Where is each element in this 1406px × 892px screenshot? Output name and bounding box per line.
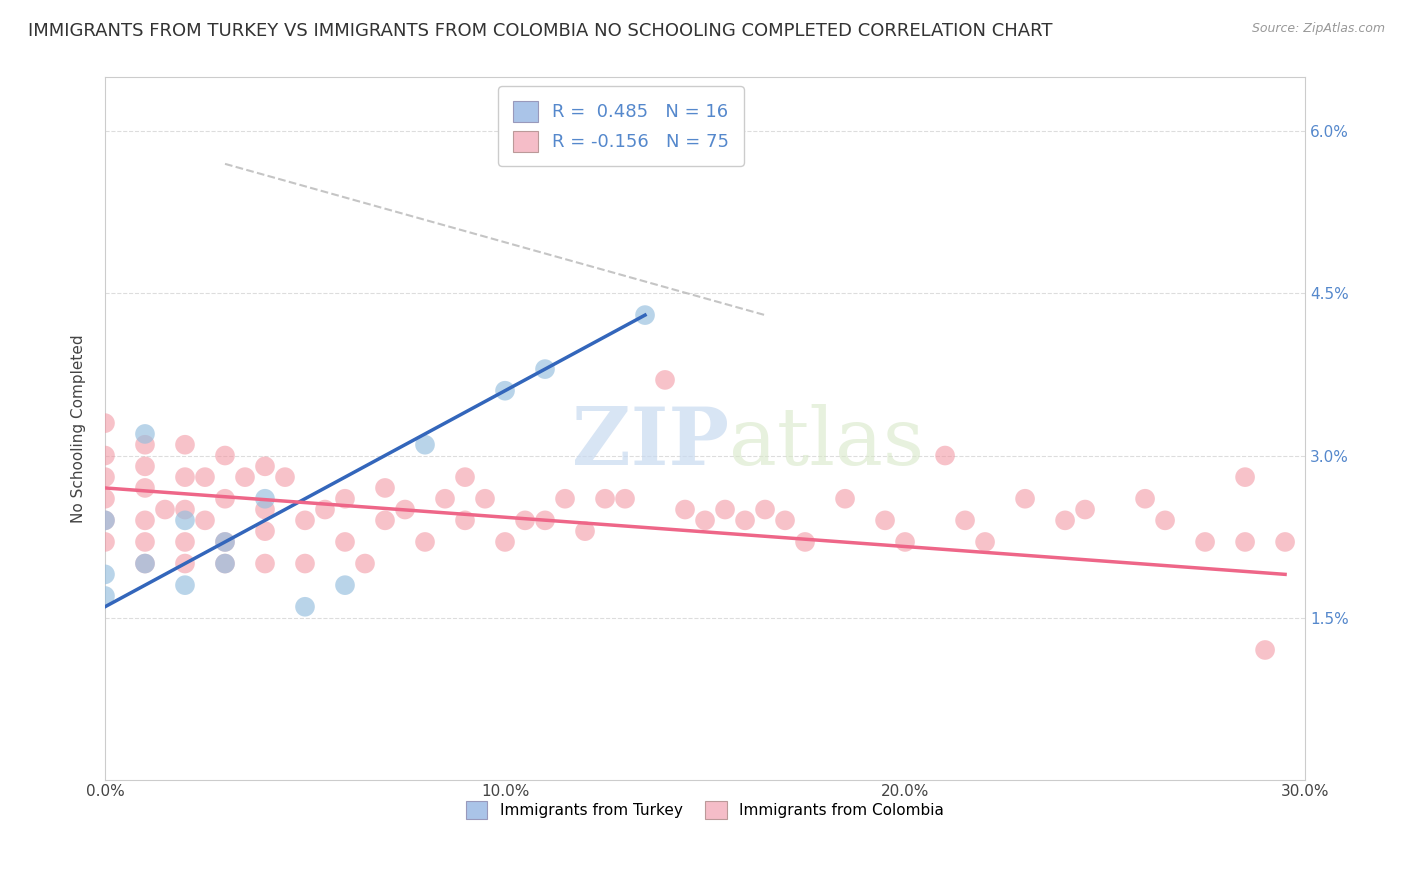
Text: Source: ZipAtlas.com: Source: ZipAtlas.com — [1251, 22, 1385, 36]
Point — [174, 470, 197, 484]
Point — [194, 470, 217, 484]
Legend: Immigrants from Turkey, Immigrants from Colombia: Immigrants from Turkey, Immigrants from … — [460, 795, 950, 824]
Point — [413, 438, 436, 452]
Point — [174, 513, 197, 527]
Point — [253, 557, 276, 571]
Point — [574, 524, 596, 538]
Point — [873, 513, 896, 527]
Point — [294, 599, 316, 614]
Point — [274, 470, 297, 484]
Point — [174, 578, 197, 592]
Point — [94, 567, 117, 582]
Point — [253, 502, 276, 516]
Point — [454, 513, 477, 527]
Point — [1154, 513, 1177, 527]
Point — [294, 513, 316, 527]
Point — [94, 416, 117, 430]
Point — [134, 557, 156, 571]
Point — [94, 449, 117, 463]
Point — [974, 535, 997, 549]
Point — [314, 502, 336, 516]
Point — [94, 513, 117, 527]
Point — [134, 513, 156, 527]
Point — [214, 535, 236, 549]
Point — [794, 535, 817, 549]
Point — [374, 481, 396, 495]
Text: IMMIGRANTS FROM TURKEY VS IMMIGRANTS FROM COLOMBIA NO SCHOOLING COMPLETED CORREL: IMMIGRANTS FROM TURKEY VS IMMIGRANTS FRO… — [28, 22, 1053, 40]
Point — [333, 491, 356, 506]
Point — [214, 557, 236, 571]
Point — [294, 557, 316, 571]
Point — [253, 491, 276, 506]
Point — [894, 535, 917, 549]
Point — [773, 513, 796, 527]
Point — [413, 535, 436, 549]
Point — [673, 502, 696, 516]
Point — [1254, 643, 1277, 657]
Point — [454, 470, 477, 484]
Point — [1194, 535, 1216, 549]
Point — [734, 513, 756, 527]
Point — [714, 502, 737, 516]
Point — [434, 491, 457, 506]
Point — [153, 502, 176, 516]
Point — [494, 535, 516, 549]
Point — [834, 491, 856, 506]
Point — [693, 513, 716, 527]
Point — [953, 513, 976, 527]
Point — [1274, 535, 1296, 549]
Point — [94, 535, 117, 549]
Point — [513, 513, 536, 527]
Point — [1054, 513, 1077, 527]
Point — [94, 589, 117, 603]
Point — [1014, 491, 1036, 506]
Point — [1074, 502, 1097, 516]
Point — [934, 449, 956, 463]
Point — [233, 470, 256, 484]
Point — [174, 557, 197, 571]
Point — [1234, 470, 1257, 484]
Point — [1234, 535, 1257, 549]
Point — [754, 502, 776, 516]
Point — [214, 557, 236, 571]
Point — [474, 491, 496, 506]
Point — [94, 513, 117, 527]
Point — [253, 524, 276, 538]
Point — [214, 535, 236, 549]
Point — [1133, 491, 1156, 506]
Point — [174, 502, 197, 516]
Point — [554, 491, 576, 506]
Point — [374, 513, 396, 527]
Point — [333, 578, 356, 592]
Point — [494, 384, 516, 398]
Point — [194, 513, 217, 527]
Point — [354, 557, 377, 571]
Point — [593, 491, 616, 506]
Point — [94, 491, 117, 506]
Point — [94, 470, 117, 484]
Point — [134, 459, 156, 474]
Point — [534, 513, 557, 527]
Point — [253, 459, 276, 474]
Point — [134, 438, 156, 452]
Point — [214, 491, 236, 506]
Point — [174, 438, 197, 452]
Point — [614, 491, 637, 506]
Point — [134, 481, 156, 495]
Point — [134, 426, 156, 441]
Point — [214, 449, 236, 463]
Point — [333, 535, 356, 549]
Point — [634, 308, 657, 322]
Point — [394, 502, 416, 516]
Text: atlas: atlas — [730, 403, 924, 482]
Point — [134, 535, 156, 549]
Point — [134, 557, 156, 571]
Point — [534, 362, 557, 376]
Point — [174, 535, 197, 549]
Text: ZIP: ZIP — [572, 403, 730, 482]
Point — [654, 373, 676, 387]
Y-axis label: No Schooling Completed: No Schooling Completed — [72, 334, 86, 523]
